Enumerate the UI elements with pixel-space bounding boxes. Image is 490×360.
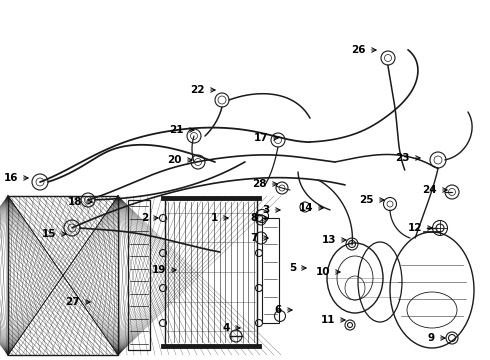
Text: 20: 20 <box>168 155 192 165</box>
Text: 7: 7 <box>250 233 268 243</box>
Text: 4: 4 <box>222 323 240 333</box>
Text: 28: 28 <box>252 179 277 189</box>
Text: 22: 22 <box>191 85 215 95</box>
Text: 2: 2 <box>141 213 158 223</box>
Bar <box>8 196 118 355</box>
Text: 13: 13 <box>321 235 346 245</box>
Text: 17: 17 <box>253 133 278 143</box>
Bar <box>262 218 279 323</box>
Bar <box>165 198 257 346</box>
Text: 19: 19 <box>151 265 176 275</box>
Bar <box>128 200 150 350</box>
Text: 11: 11 <box>320 315 345 325</box>
Text: 9: 9 <box>428 333 445 343</box>
Text: 12: 12 <box>408 223 432 233</box>
Text: 15: 15 <box>42 229 66 239</box>
Text: 10: 10 <box>316 267 340 277</box>
Text: 25: 25 <box>360 195 384 205</box>
Text: 18: 18 <box>68 197 92 207</box>
Text: 27: 27 <box>65 297 90 307</box>
Text: 24: 24 <box>422 185 447 195</box>
Text: 23: 23 <box>395 153 420 163</box>
Text: 26: 26 <box>351 45 376 55</box>
Text: 16: 16 <box>3 173 28 183</box>
Text: 6: 6 <box>275 305 292 315</box>
Text: 5: 5 <box>289 263 306 273</box>
Text: 14: 14 <box>298 203 323 213</box>
Text: 21: 21 <box>170 125 194 135</box>
Text: 1: 1 <box>211 213 228 223</box>
Text: 8: 8 <box>251 213 268 223</box>
Text: 3: 3 <box>263 205 280 215</box>
